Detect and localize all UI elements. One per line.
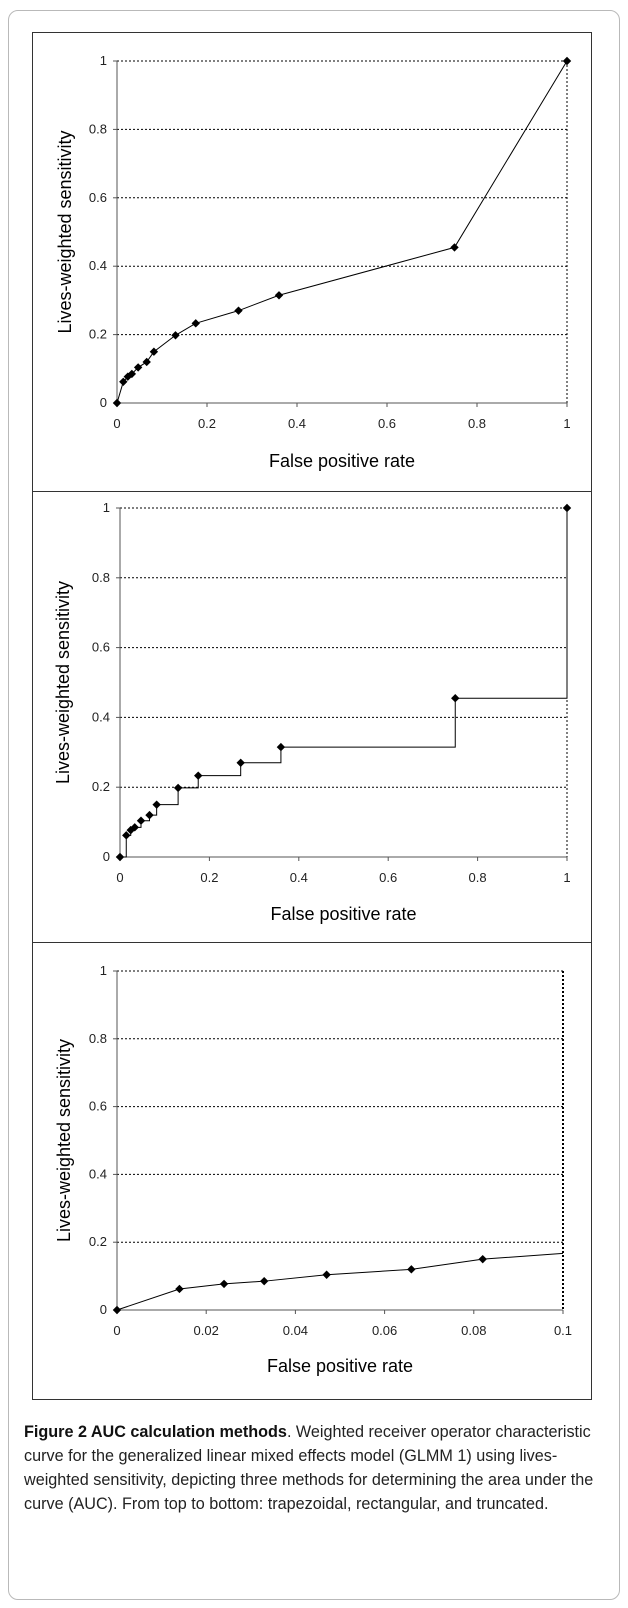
chart-panel-trapezoidal: 0 0.2 0.4 0.6 0.8 1 0 0.2 0.4 0.6 0.8 1 False positi…: [32, 32, 592, 493]
y-tick-label: 0.8: [89, 1031, 107, 1046]
y-axis-title: Lives-weighted sensitivity: [54, 1039, 74, 1242]
y-tick-label: 0.2: [89, 1234, 107, 1249]
x-tick-label: 0.1: [554, 1323, 572, 1338]
figure-caption-text: . Weighted receiver operator characteris…: [24, 1423, 594, 1513]
data-point: [562, 56, 572, 66]
data-point: [173, 783, 183, 793]
data-point: [119, 377, 128, 386]
x-axis-title: False positive rate: [270, 904, 416, 924]
y-tick-label: 0.6: [89, 1099, 107, 1114]
data-point: [136, 816, 146, 825]
data-point: [171, 331, 180, 340]
x-tick-label: 0.04: [283, 1323, 308, 1338]
data-point: [152, 800, 161, 809]
data-point: [127, 369, 137, 379]
x-tick-label: 0.8: [468, 416, 486, 431]
x-axis-title: False positive rate: [267, 1356, 413, 1376]
data-point: [175, 1284, 184, 1294]
y-tick-label: 0.2: [92, 779, 110, 794]
y-tick-label: 0.6: [89, 190, 107, 205]
x-tick-label: 1: [563, 870, 570, 885]
data-point: [145, 810, 154, 820]
data-point: [112, 1305, 122, 1315]
y-tick-label: 0.6: [92, 640, 110, 655]
chart-panel-rectangular: 0 0.2 0.4 0.6 0.8 1 0 0.2 0.4 0.6 0.8 1 False positi…: [32, 491, 592, 944]
data-point: [115, 852, 125, 862]
y-axis-title: Lives-weighted sensitivity: [55, 130, 75, 333]
data-point: [234, 306, 243, 315]
data-point: [407, 1265, 416, 1274]
y-tick-label: 0: [100, 395, 107, 410]
x-axis-title: False positive rate: [269, 451, 415, 471]
x-tick-label: 0.02: [194, 1323, 219, 1338]
figure-label: Figure 2 AUC calculation methods: [24, 1423, 287, 1441]
x-tick-label: 0.4: [290, 870, 308, 885]
x-tick-label: 0: [113, 416, 120, 431]
y-tick-label: 0: [100, 1302, 107, 1317]
y-tick-label: 0.8: [92, 570, 110, 585]
y-tick-label: 1: [100, 963, 107, 978]
y-tick-label: 0.8: [89, 121, 107, 136]
chart-rectangular: 0 0.2 0.4 0.6 0.8 1 0 0.2 0.4 0.6 0.8 1 False positi…: [53, 500, 572, 924]
x-tick-label: 0.4: [288, 416, 306, 431]
x-tick-label: 0.6: [379, 870, 397, 885]
data-point: [191, 319, 200, 328]
x-tick-label: 0.6: [378, 416, 396, 431]
data-point: [219, 1279, 229, 1289]
data-point: [236, 758, 245, 767]
x-tick-label: 0.8: [469, 870, 487, 885]
y-tick-label: 0.4: [89, 1166, 107, 1181]
y-tick-label: 1: [100, 53, 107, 68]
data-point: [450, 243, 459, 252]
y-tick-label: 0.4: [89, 258, 107, 273]
data-point: [478, 1254, 487, 1264]
x-tick-label: 0.2: [198, 416, 216, 431]
y-tick-label: 0.2: [89, 327, 107, 342]
x-tick-label: 0: [113, 1323, 120, 1338]
series-line: [116, 60, 568, 404]
data-point: [322, 1270, 331, 1279]
x-tick-label: 0.2: [200, 870, 218, 885]
data-point: [259, 1276, 269, 1286]
y-tick-label: 0: [103, 849, 110, 864]
data-point: [451, 694, 460, 703]
series-line: [120, 508, 568, 858]
chart-truncated: 0 0.2 0.4 0.6 0.8 1 0 0.02 0.04 0.06 0.08 0.1 False …: [54, 963, 572, 1376]
figure-caption: Figure 2 AUC calculation methods. Weight…: [24, 1420, 608, 1516]
series-line: [116, 1252, 564, 1311]
data-point: [149, 347, 159, 356]
data-point: [112, 398, 122, 408]
data-point: [274, 291, 284, 300]
x-tick-label: 0.08: [461, 1323, 486, 1338]
data-point: [276, 742, 286, 752]
x-tick-label: 1: [563, 416, 570, 431]
y-axis-title: Lives-weighted sensitivity: [53, 581, 73, 784]
y-tick-label: 1: [103, 500, 110, 515]
data-point: [562, 503, 572, 513]
x-tick-label: 0.06: [372, 1323, 397, 1338]
data-point: [142, 357, 151, 367]
data-point: [194, 771, 203, 780]
chart-trapezoidal: 0 0.2 0.4 0.6 0.8 1 0 0.2 0.4 0.6 0.8 1 False positi…: [55, 53, 572, 471]
x-tick-label: 0: [116, 870, 123, 885]
chart-panel-truncated: 0 0.2 0.4 0.6 0.8 1 0 0.02 0.04 0.06 0.08 0.1 False …: [32, 942, 592, 1400]
y-tick-label: 0.4: [92, 709, 110, 724]
data-point: [133, 363, 143, 372]
